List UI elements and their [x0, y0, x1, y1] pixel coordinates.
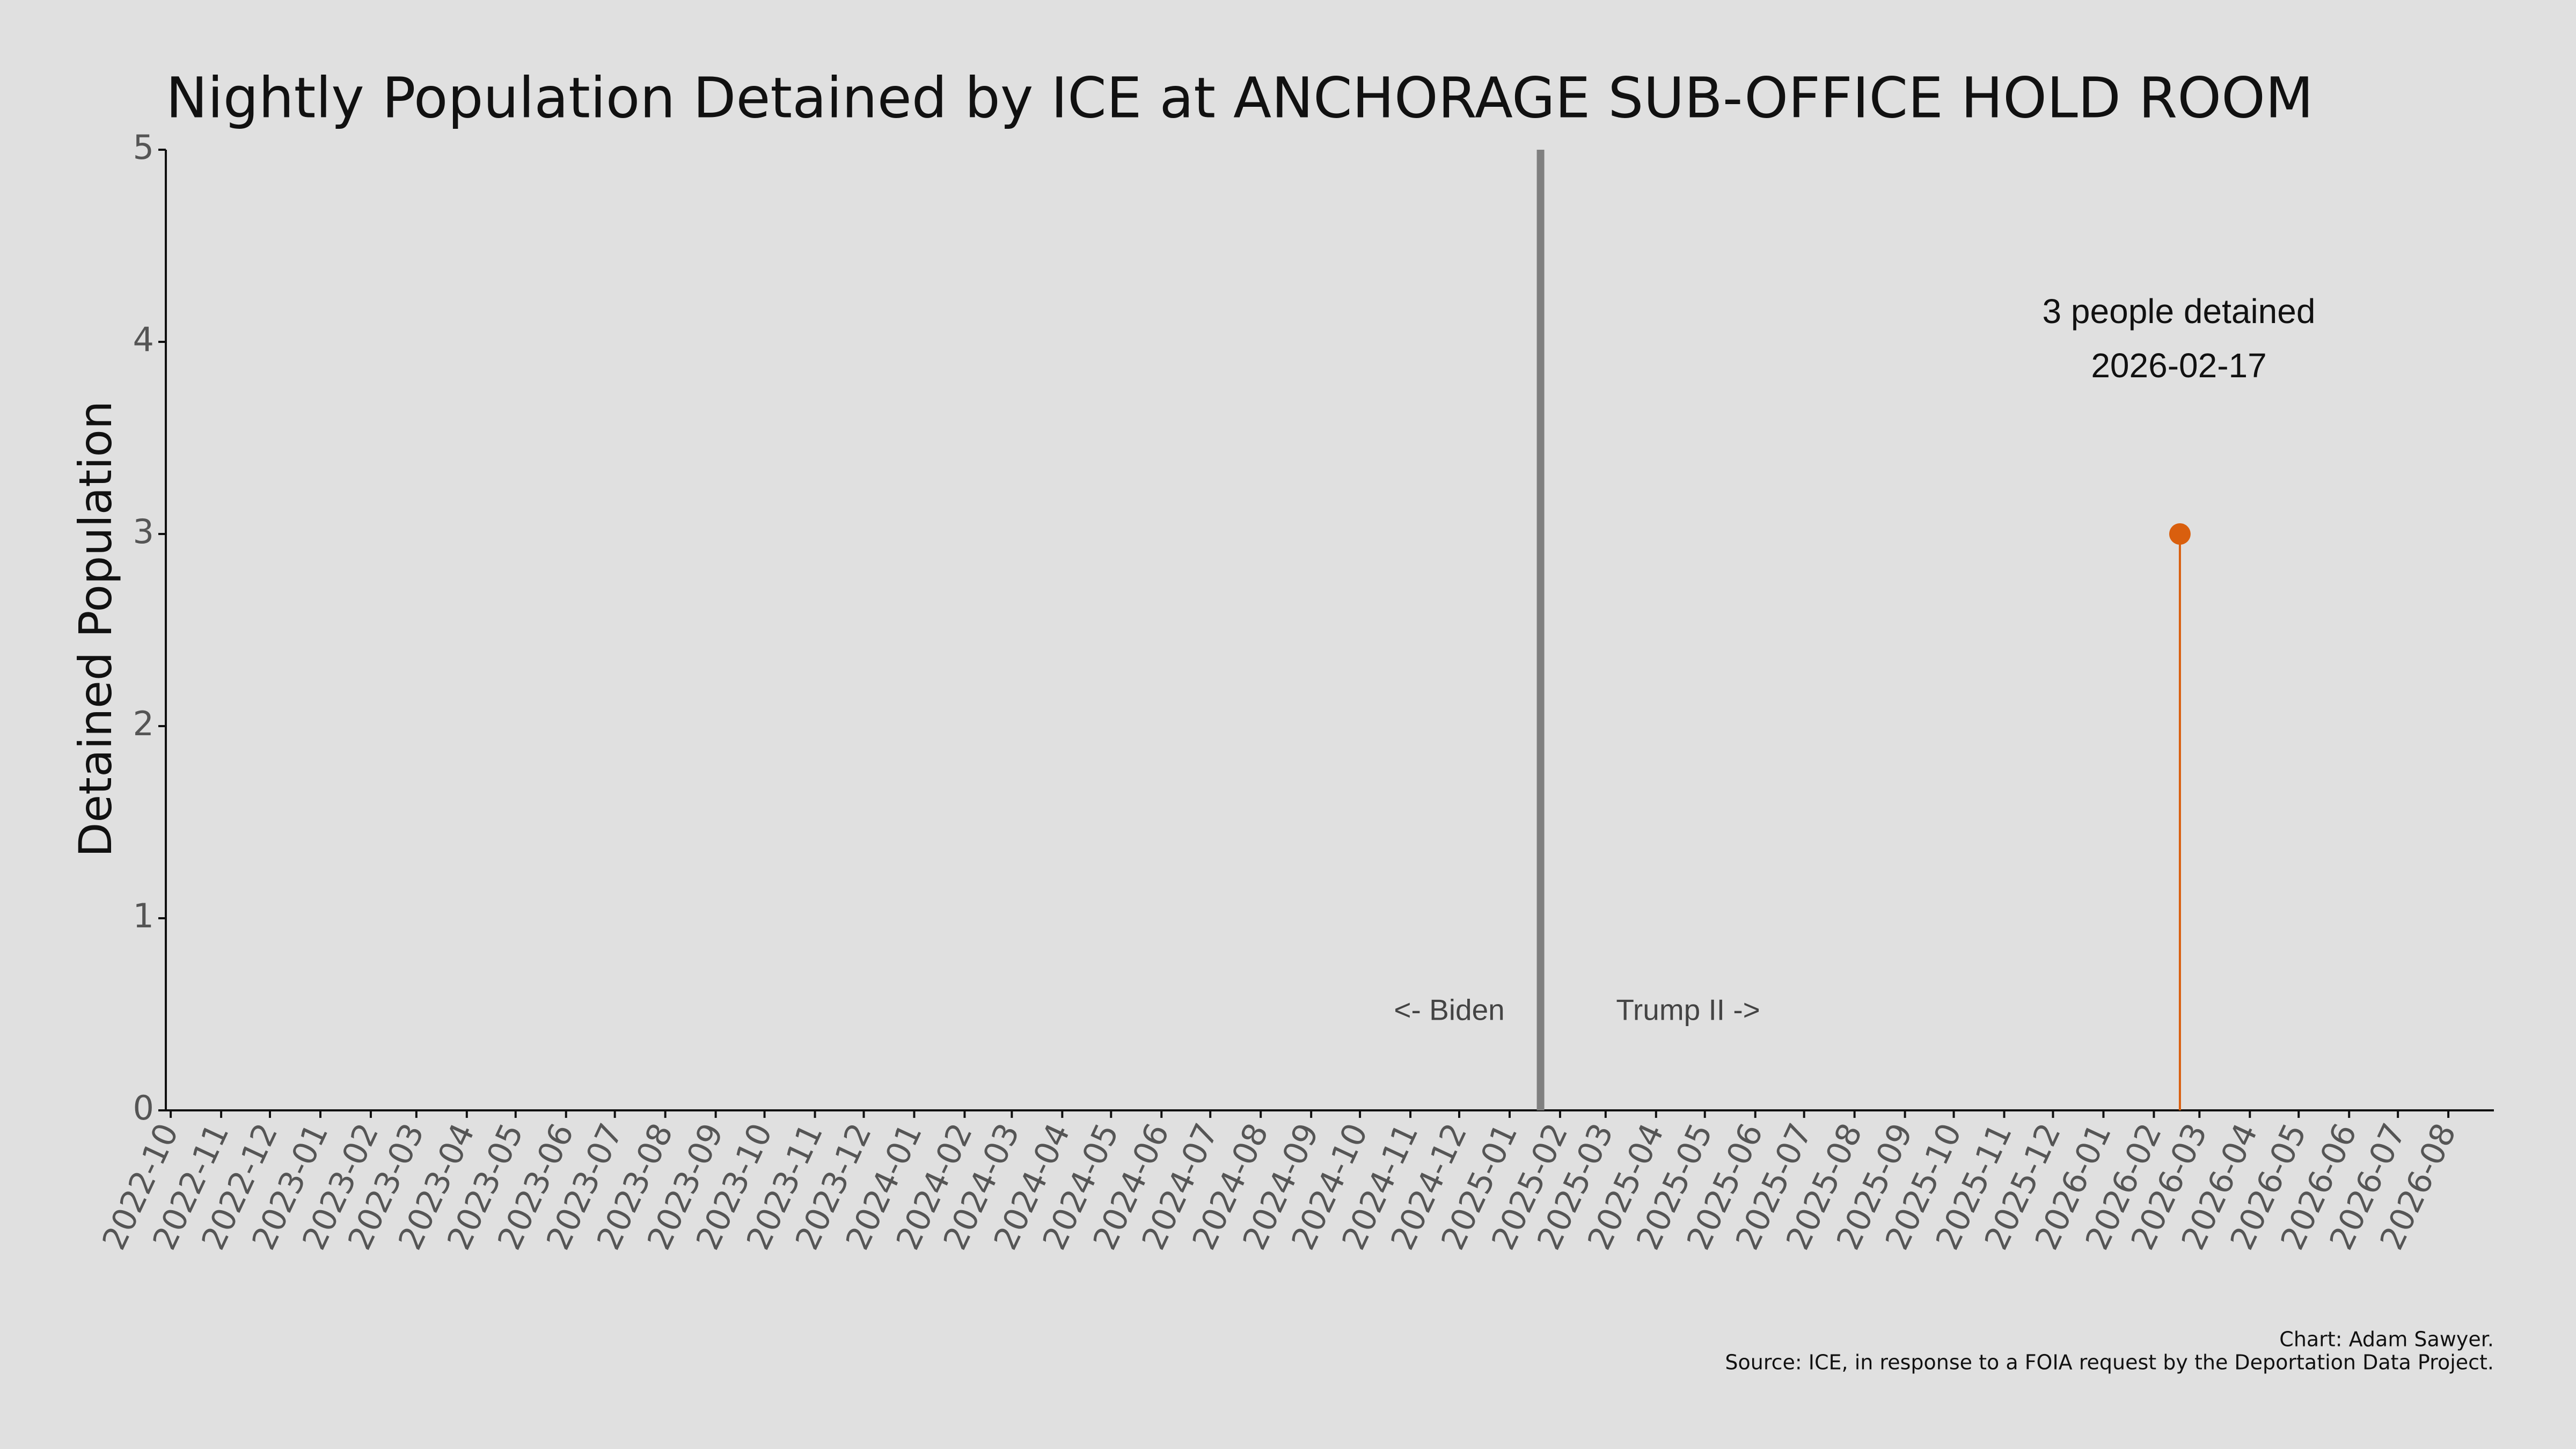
y-axis-label: Detained Population — [69, 401, 122, 857]
divider-label: Trump II -> — [1616, 993, 1760, 1027]
y-tick-label: 2 — [133, 704, 154, 743]
y-tick-label: 1 — [133, 896, 154, 935]
chart-title: Nightly Population Detained by ICE at AN… — [166, 65, 2314, 130]
y-tick-label: 4 — [133, 320, 154, 359]
credit: Source: ICE, in response to a FOIA reque… — [1725, 1351, 2494, 1374]
credit: Chart: Adam Sawyer. — [2279, 1328, 2494, 1351]
y-tick-label: 0 — [133, 1088, 154, 1128]
annotation: 2026-02-17 — [2091, 346, 2266, 385]
annotation: 3 people detained — [2043, 292, 2316, 331]
point — [2169, 523, 2191, 545]
divider-label: <- Biden — [1394, 993, 1504, 1027]
y-tick-label: 3 — [133, 512, 154, 551]
y-tick-label: 5 — [133, 128, 154, 167]
